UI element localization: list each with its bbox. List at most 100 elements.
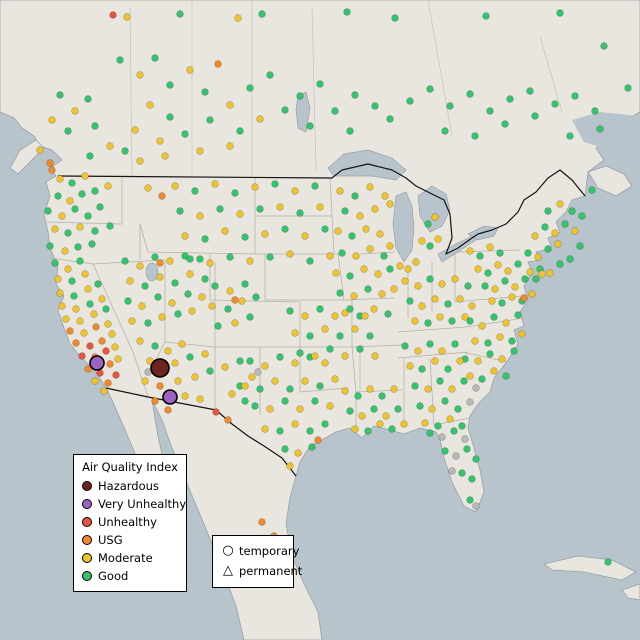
- station-dot: [201, 275, 209, 283]
- station-dot: [404, 265, 412, 273]
- aqi-legend-item: Very Unhealthy: [82, 495, 186, 513]
- station-dot: [86, 342, 94, 350]
- station-dot: [571, 227, 579, 235]
- station-dot: [380, 252, 388, 260]
- station-dot: [286, 250, 294, 258]
- station-dot: [538, 270, 546, 278]
- station-dot: [334, 227, 342, 235]
- station-dot: [458, 469, 466, 477]
- station-dot: [482, 12, 490, 20]
- station-dot: [466, 247, 474, 255]
- station-dot: [206, 116, 214, 124]
- station-dot: [401, 277, 409, 285]
- station-dot: [394, 405, 402, 413]
- station-dot: [174, 310, 182, 318]
- station-dot: [78, 190, 86, 198]
- station-dot: [468, 475, 476, 483]
- station-dot: [356, 345, 364, 353]
- station-dot: [294, 449, 302, 457]
- station-dot: [92, 323, 100, 331]
- station-dot: [332, 269, 340, 277]
- station-dot: [358, 412, 366, 420]
- station-dot: [254, 368, 262, 376]
- aqi-legend-swatch: [82, 535, 92, 545]
- station-dot: [331, 375, 339, 383]
- station-dot: [456, 295, 464, 303]
- station-dot: [74, 243, 82, 251]
- station-dot: [306, 257, 314, 265]
- aqi-legend-label: Good: [98, 569, 129, 583]
- station-dot: [258, 518, 266, 526]
- station-dot: [490, 367, 498, 375]
- station-dot: [426, 275, 434, 283]
- station-dot: [151, 54, 159, 62]
- station-dot: [428, 405, 436, 413]
- station-dot: [374, 270, 382, 278]
- station-dot: [578, 212, 586, 220]
- station-dot: [468, 302, 476, 310]
- station-dot: [348, 232, 356, 240]
- station-dot: [286, 385, 294, 393]
- station-dot: [431, 295, 439, 303]
- highlight-dots-layer: [89, 355, 178, 405]
- triangle-marker-icon: △: [223, 563, 233, 578]
- station-dot: [186, 66, 194, 74]
- station-dot: [241, 397, 249, 405]
- station-dot: [396, 262, 404, 270]
- station-dot: [448, 467, 456, 475]
- station-dot: [186, 353, 194, 361]
- station-dot: [326, 252, 334, 260]
- station-dot: [434, 422, 442, 430]
- station-dot: [100, 387, 108, 395]
- station-dot: [484, 339, 492, 347]
- aqi-legend-swatch: [82, 481, 92, 491]
- station-dot: [88, 240, 96, 248]
- station-dot: [418, 302, 426, 310]
- station-dot: [466, 90, 474, 98]
- station-dot: [444, 300, 452, 308]
- gulf-of-st-lawrence: [572, 112, 640, 150]
- station-dot: [351, 425, 359, 433]
- station-dot: [98, 337, 106, 345]
- station-dot: [301, 377, 309, 385]
- station-dot: [416, 402, 424, 410]
- station-dot: [144, 184, 152, 192]
- station-dot: [80, 329, 88, 337]
- station-dot: [84, 365, 92, 373]
- station-dot: [196, 212, 204, 220]
- station-dot: [378, 290, 386, 298]
- station-dot: [452, 452, 460, 460]
- station-dot: [166, 257, 174, 265]
- station-dot: [434, 235, 442, 243]
- aqi-legend-label: USG: [98, 533, 123, 547]
- station-dot: [370, 405, 378, 413]
- station-dot: [446, 102, 454, 110]
- station-dot: [421, 419, 429, 427]
- station-dot: [91, 122, 99, 130]
- station-dot: [466, 496, 474, 504]
- station-dot: [438, 347, 446, 355]
- station-dot: [166, 81, 174, 89]
- station-dot: [414, 347, 422, 355]
- station-dot: [102, 347, 110, 355]
- station-dot: [56, 175, 64, 183]
- station-dot: [111, 343, 119, 351]
- station-dot: [106, 360, 114, 368]
- station-dot: [391, 14, 399, 22]
- great-salt-lake: [145, 262, 159, 282]
- station-dot: [514, 311, 522, 319]
- station-dot: [221, 363, 229, 371]
- station-dot: [121, 147, 129, 155]
- station-dot: [58, 302, 66, 310]
- station-dot: [361, 312, 369, 320]
- aqi-legend-title: Air Quality Index: [82, 460, 178, 474]
- station-dot: [526, 87, 534, 95]
- aqi-legend-label: Hazardous: [98, 479, 159, 493]
- station-dot: [104, 320, 112, 328]
- station-dot: [54, 192, 62, 200]
- station-dot: [514, 260, 522, 268]
- station-dot: [466, 317, 474, 325]
- aqi-legend-item: USG: [82, 531, 178, 549]
- station-dot: [171, 279, 179, 287]
- hispaniola: [621, 583, 640, 601]
